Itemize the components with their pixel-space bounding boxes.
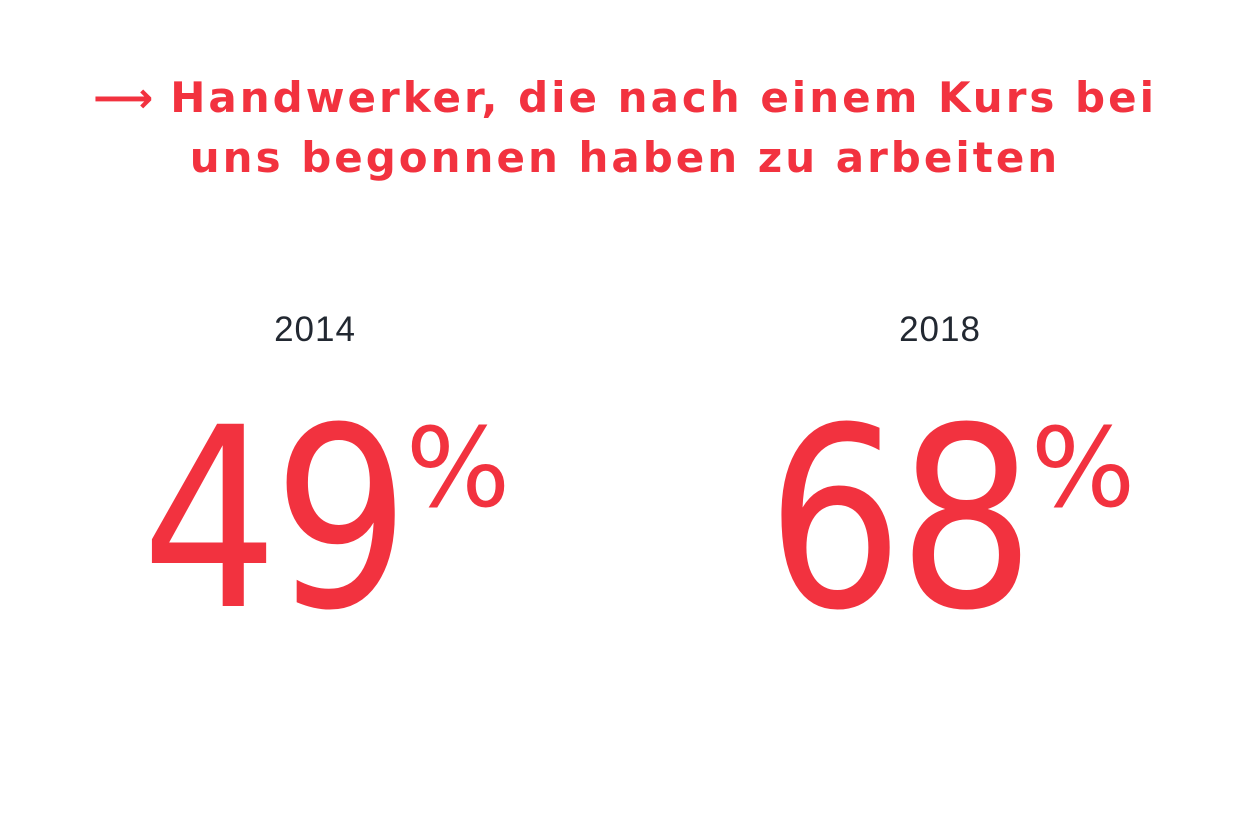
stat-year: 2014 [274,310,356,349]
stat-value: 68% [660,395,1220,645]
stat-value: 49% [35,395,595,645]
stat-year: 2018 [899,310,981,349]
headline-text-1: Handwerker, die nach einem Kurs bei [170,73,1157,122]
headline: ⟶ Handwerker, die nach einem Kurs bei uns… [0,68,1250,188]
stat-number: 49 [141,374,409,665]
percent-sign: % [1030,404,1136,532]
percent-sign: % [405,404,511,532]
arrow-right-icon: ⟶ [93,73,157,122]
stat-number: 68 [766,374,1034,665]
headline-line-1: ⟶ Handwerker, die nach einem Kurs bei [0,68,1250,128]
headline-line-2: uns begonnen haben zu arbeiten [189,133,1061,182]
